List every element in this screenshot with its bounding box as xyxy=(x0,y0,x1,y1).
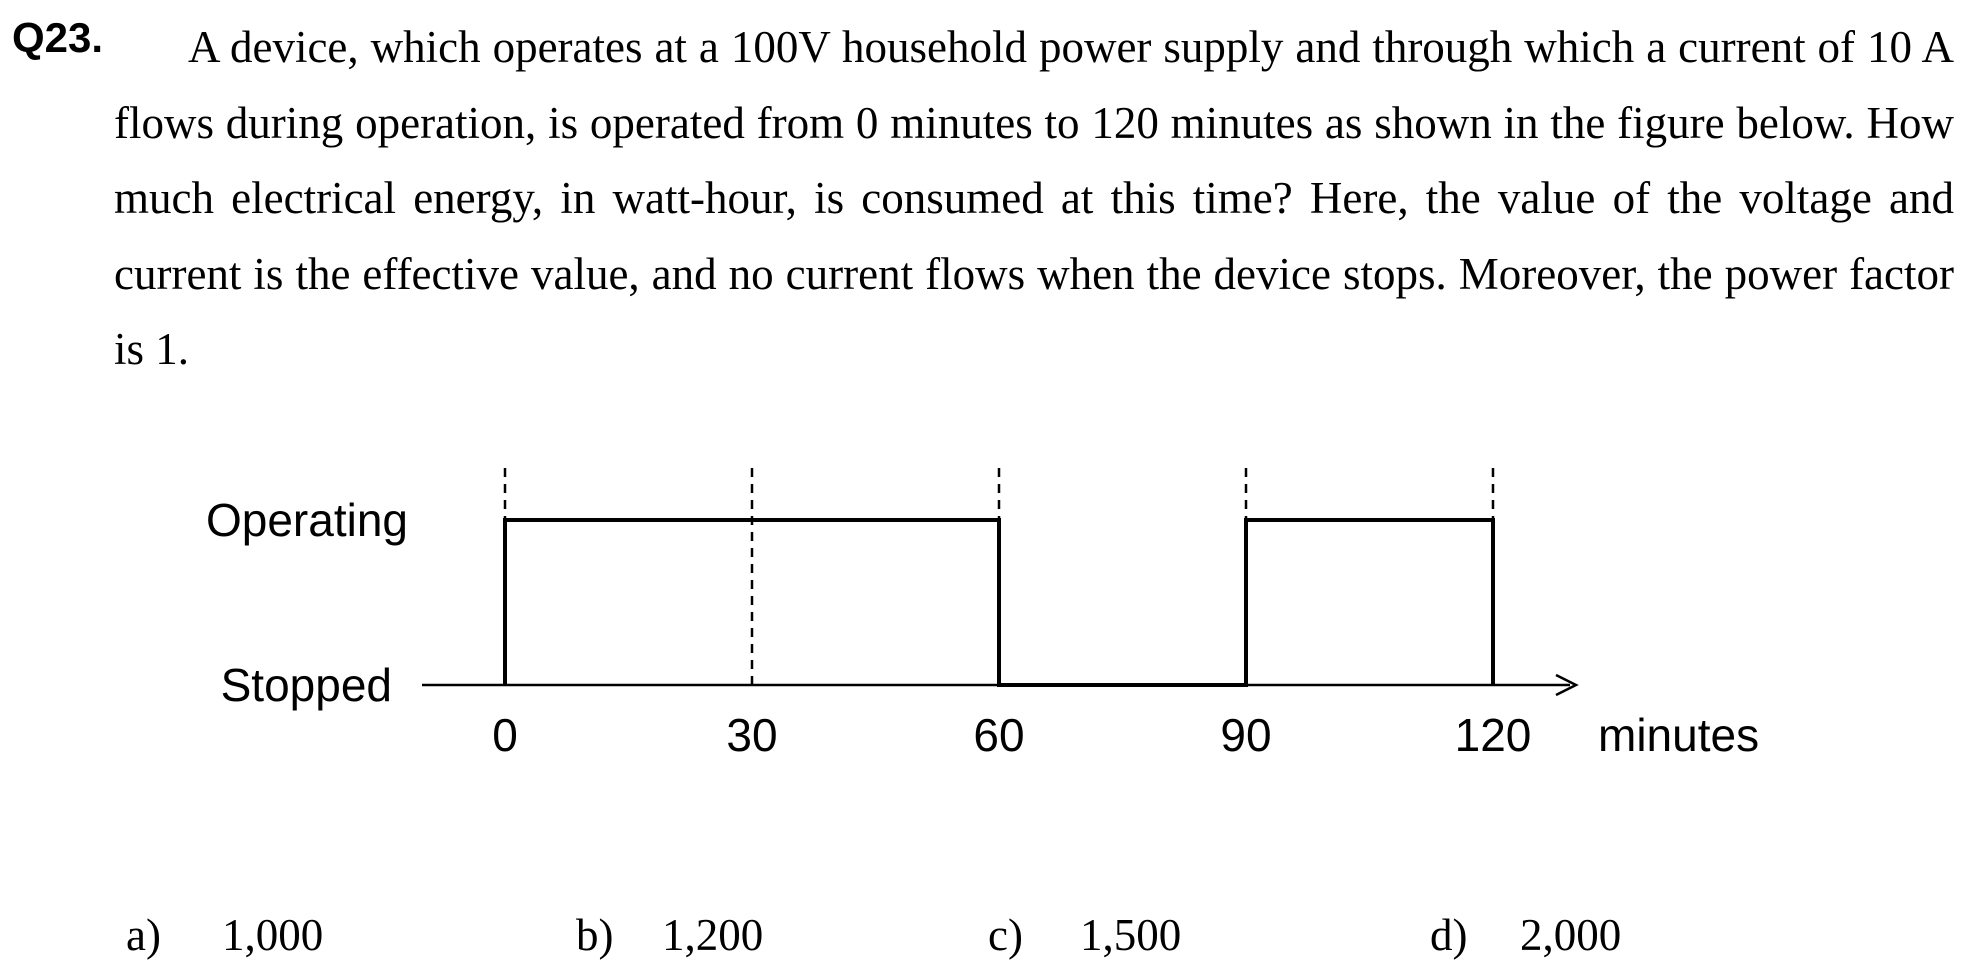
x-tick-label-120: 120 xyxy=(1455,709,1532,761)
option-a[interactable]: a) 1,000 xyxy=(126,905,323,965)
x-tick-labels: 0 30 60 90 120 xyxy=(492,709,1531,761)
x-axis-label: minutes xyxy=(1598,709,1759,761)
option-c[interactable]: c) 1,500 xyxy=(988,905,1181,965)
operation-state-step-line xyxy=(503,518,1495,687)
state-labels: Stopped Operating xyxy=(206,494,408,711)
option-b-letter: b) xyxy=(576,910,614,960)
x-tick-label-0: 0 xyxy=(492,709,518,761)
option-c-value: 1,500 xyxy=(1080,910,1182,960)
x-tick-label-90: 90 xyxy=(1220,709,1271,761)
x-axis-arrow xyxy=(1555,673,1579,697)
x-tick-label-30: 30 xyxy=(726,709,777,761)
operation-timeline-chart: Stopped Operating 0 30 60 90 120 minutes xyxy=(206,468,1759,761)
answer-options: a) 1,000 b) 1,200 c) 1,500 d) 2,000 xyxy=(0,905,1967,965)
x-tick-label-60: 60 xyxy=(973,709,1024,761)
option-d[interactable]: d) 2,000 xyxy=(1430,905,1621,965)
state-label-operating: Operating xyxy=(206,494,408,546)
option-b[interactable]: b) 1,200 xyxy=(576,905,763,965)
state-label-stopped: Stopped xyxy=(221,659,392,711)
option-a-letter: a) xyxy=(126,910,161,960)
question-text: A device, which operates at a 100V house… xyxy=(114,22,1954,374)
option-c-letter: c) xyxy=(988,910,1023,960)
option-d-letter: d) xyxy=(1430,910,1468,960)
option-d-value: 2,000 xyxy=(1520,910,1622,960)
question-number: Q23. xyxy=(12,14,104,61)
option-a-value: 1,000 xyxy=(222,910,324,960)
option-b-value: 1,200 xyxy=(662,910,764,960)
